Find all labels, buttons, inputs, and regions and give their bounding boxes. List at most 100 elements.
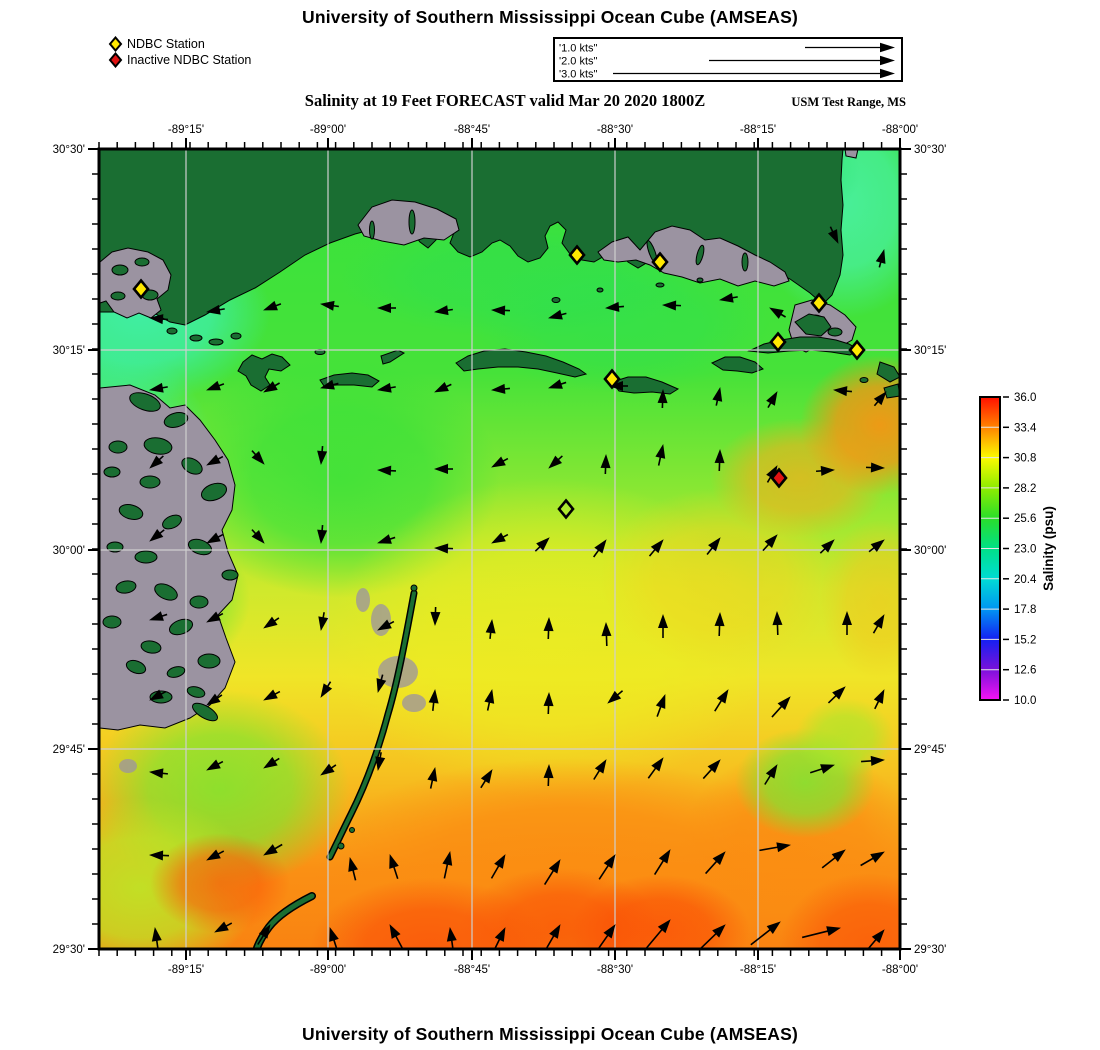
current-arrow (377, 303, 396, 313)
kts-label: '3.0 kts" (559, 69, 598, 81)
latitude-label-left: 29°30' (53, 944, 85, 956)
current-arrow (714, 612, 725, 637)
ndbc-station-marker[interactable] (810, 292, 828, 314)
kts-label: '1.0 kts" (559, 43, 598, 55)
current-arrow (662, 300, 682, 311)
current-arrow (206, 693, 223, 706)
current-arrow (865, 462, 885, 473)
biloxi-gray (597, 225, 790, 287)
current-arrow (377, 619, 395, 631)
kts-scale-arrowhead (880, 55, 895, 66)
current-arrow (861, 755, 885, 766)
current-arrow (446, 927, 457, 949)
latitude-label-left: 30°00' (53, 545, 85, 557)
latitude-label-right: 30°00' (914, 545, 946, 557)
current-arrow (655, 444, 666, 466)
current-arrow (873, 391, 887, 407)
ndbc-station-marker[interactable] (132, 278, 150, 300)
current-arrow (598, 854, 616, 880)
ocean-salinity-field (99, 149, 900, 949)
petit-bois-island (611, 376, 680, 395)
ndbc-station-marker[interactable] (769, 331, 787, 353)
longitude-label-bottom: -89°15' (168, 964, 204, 976)
current-arrow (427, 767, 438, 789)
current-arrow (842, 611, 852, 635)
current-speed-scale: '1.0 kts" '2.0 kts" '3.0 kts" (553, 37, 903, 87)
scale-rows: '1.0 kts"'2.0 kts"'3.0 kts" (559, 43, 895, 81)
ndbc-station-marker[interactable] (603, 368, 621, 390)
current-arrow (819, 539, 835, 554)
ndbc-station-marker-open[interactable] (557, 498, 575, 520)
current-arrow (151, 927, 162, 949)
speed-scale-svg: '1.0 kts"'2.0 kts"'3.0 kts" (553, 37, 903, 82)
current-arrow (600, 454, 611, 475)
axis-labels: -89°15' -89°15' -89°00' -89°00' -88°45' -88°4… (53, 124, 947, 976)
marsh-west (99, 384, 239, 731)
current-arrow (543, 692, 554, 715)
current-arrow (377, 465, 397, 476)
current-arrow (490, 854, 506, 879)
current-arrow (320, 681, 333, 698)
ndbc-station-marker[interactable] (651, 251, 669, 273)
ndbc-station-marker[interactable] (848, 339, 866, 361)
colorbar-tick-label: 30.8 (1014, 453, 1036, 465)
current-arrow (149, 529, 165, 542)
current-arrow (149, 768, 168, 779)
longitude-label-bottom: -88°15' (740, 964, 776, 976)
dauphin-west-head (794, 313, 832, 337)
ndbc-station-icon (108, 36, 123, 52)
current-arrow (647, 757, 664, 779)
graticule-gridlines (99, 149, 900, 949)
current-arrow (206, 304, 225, 315)
latitude-label-right: 29°30' (914, 944, 946, 956)
current-arrow (257, 924, 271, 945)
current-arrow (609, 381, 628, 391)
current-arrow (149, 611, 168, 621)
fort-morgan-bit-2 (883, 383, 900, 399)
current-arrow (377, 534, 396, 544)
current-arrow (434, 464, 453, 474)
current-arrow (827, 686, 846, 704)
longitude-label-top: -88°15' (740, 124, 776, 136)
current-arrow (601, 622, 612, 647)
station-legend: NDBC Station Inactive NDBC Station (108, 36, 251, 68)
current-arrow (484, 689, 495, 711)
current-arrow (317, 445, 328, 465)
current-arrow (815, 465, 835, 476)
current-arrow (762, 534, 778, 552)
current-arrow (872, 614, 885, 634)
current-arrow (149, 314, 169, 325)
current-arrow (702, 759, 721, 780)
inactive-ndbc-station-marker[interactable] (770, 467, 788, 489)
current-arrow (712, 387, 723, 406)
current-arrow (534, 537, 550, 552)
current-arrow (206, 454, 224, 466)
current-arrow (750, 921, 781, 946)
current-arrow (149, 455, 164, 469)
ndbc-station-marker[interactable] (568, 244, 586, 266)
colorbar-tick-label: 10.0 (1014, 695, 1036, 707)
current-arrow (251, 450, 265, 465)
current-arrow (868, 539, 885, 553)
ndbc-station-markers (132, 244, 866, 520)
current-arrow (434, 543, 454, 554)
current-arrow (491, 532, 509, 544)
current-arrow (428, 689, 439, 711)
current-arrow (263, 300, 282, 311)
current-arrow (348, 857, 358, 881)
current-arrow (206, 380, 225, 391)
current-arrow (821, 849, 846, 869)
yellow-diamond-glyph (108, 36, 123, 52)
sand-island (710, 356, 764, 374)
longitude-label-top: -89°00' (310, 124, 346, 136)
gray-area-islets (110, 209, 843, 337)
current-arrow (376, 674, 387, 693)
current-arrow (864, 929, 885, 949)
current-arrow (206, 759, 224, 771)
latitude-label-right: 30°15' (914, 345, 946, 357)
current-arrow (658, 614, 668, 638)
current-arrow (389, 854, 399, 880)
pearl-river-marsh (99, 247, 172, 319)
